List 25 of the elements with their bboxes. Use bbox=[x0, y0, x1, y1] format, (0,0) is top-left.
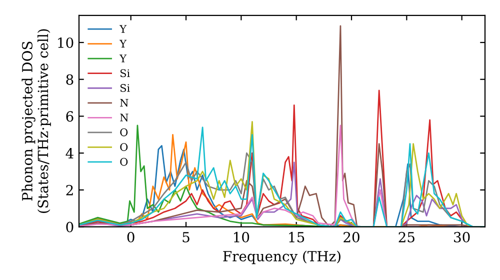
legend-label: O bbox=[120, 158, 128, 166]
x-tick-label: 20 bbox=[344, 232, 360, 242]
y-tick-label: 6 bbox=[66, 111, 74, 122]
y-tick-label: 8 bbox=[66, 74, 74, 85]
y-tick-label: 0 bbox=[66, 222, 74, 232]
legend-label: Si bbox=[120, 84, 130, 92]
x-tick-label: 10 bbox=[234, 232, 250, 242]
x-tick-label: 15 bbox=[289, 232, 304, 242]
y-axis-title: Phonon projected DOS (States/THz·primitive cell) bbox=[22, 29, 51, 213]
x-tick-label: 0 bbox=[127, 232, 134, 242]
x-tick-label: 5 bbox=[182, 232, 190, 242]
legend-label: N bbox=[120, 98, 128, 107]
legend-label: Y bbox=[120, 40, 127, 48]
legend-label: O bbox=[120, 143, 128, 151]
legend-label: Si bbox=[120, 69, 130, 78]
x-tick-label: 25 bbox=[398, 232, 414, 242]
legend-label: Y bbox=[120, 54, 127, 62]
legend-label: O bbox=[120, 128, 128, 136]
y-tick-label: 10 bbox=[58, 37, 74, 48]
legend-label: Y bbox=[120, 25, 127, 33]
legend-label: N bbox=[120, 114, 128, 122]
y-tick-label: 2 bbox=[66, 184, 73, 196]
y-tick-label: 4 bbox=[66, 148, 74, 158]
x-tick-label: 30 bbox=[454, 232, 470, 242]
x-axis-title: Frequency (THz) bbox=[223, 250, 340, 264]
